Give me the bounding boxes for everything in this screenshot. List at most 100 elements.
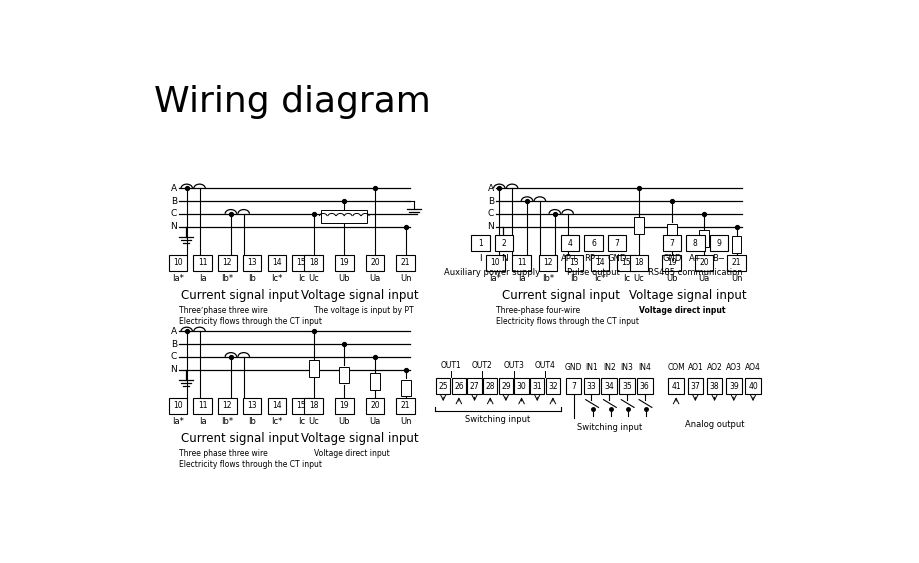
Bar: [607, 235, 626, 251]
Bar: [539, 254, 557, 271]
Text: OUT3: OUT3: [504, 361, 524, 370]
Bar: [699, 230, 709, 247]
Text: Ib: Ib: [248, 417, 256, 426]
Text: RS485 communication: RS485 communication: [648, 269, 743, 277]
Bar: [339, 367, 349, 383]
Bar: [396, 254, 414, 271]
Text: 36: 36: [640, 382, 650, 391]
Bar: [309, 360, 319, 377]
Text: IN4: IN4: [639, 363, 652, 372]
Text: 14: 14: [272, 401, 281, 410]
Bar: [483, 378, 497, 395]
Bar: [321, 211, 368, 224]
Bar: [401, 379, 411, 396]
Bar: [370, 373, 380, 390]
Text: Un: Un: [731, 274, 743, 283]
Text: Ub: Ub: [665, 274, 677, 283]
Text: C: C: [171, 352, 176, 361]
Bar: [666, 224, 676, 240]
Text: COM: COM: [667, 363, 685, 372]
Text: Current signal input: Current signal input: [502, 289, 620, 302]
Text: Voltage signal input: Voltage signal input: [301, 432, 418, 445]
Text: B: B: [171, 339, 176, 348]
Text: 21: 21: [401, 401, 411, 410]
Text: Pulse output: Pulse output: [567, 269, 619, 277]
Bar: [695, 254, 713, 271]
Text: RP+: RP+: [584, 254, 603, 263]
Text: 13: 13: [247, 401, 257, 410]
Text: N: N: [170, 222, 176, 231]
Text: Ia: Ia: [199, 417, 207, 426]
Text: 15: 15: [297, 258, 306, 267]
Text: Ic*: Ic*: [271, 274, 282, 283]
Text: Ub: Ub: [338, 274, 350, 283]
Text: 14: 14: [272, 258, 281, 267]
Text: AO4: AO4: [745, 363, 761, 372]
Text: 12: 12: [543, 258, 552, 267]
Bar: [709, 235, 728, 251]
Bar: [169, 397, 187, 414]
Text: Ic: Ic: [298, 417, 305, 426]
Bar: [486, 254, 505, 271]
Text: 25: 25: [438, 382, 448, 391]
Text: 30: 30: [516, 382, 527, 391]
Text: OUT4: OUT4: [535, 361, 555, 370]
Bar: [515, 378, 528, 395]
Bar: [193, 254, 212, 271]
Text: Uc: Uc: [308, 417, 319, 426]
Text: 7: 7: [571, 382, 576, 391]
Text: 28: 28: [485, 382, 495, 391]
Text: 20: 20: [699, 258, 709, 267]
Text: Ia*: Ia*: [172, 417, 184, 426]
Text: 21: 21: [732, 258, 742, 267]
Bar: [727, 254, 745, 271]
Text: Ua: Ua: [698, 274, 709, 283]
Text: 20: 20: [370, 258, 380, 267]
Text: Ia*: Ia*: [490, 274, 502, 283]
Bar: [745, 378, 761, 395]
Text: 7: 7: [669, 239, 675, 248]
Bar: [169, 254, 187, 271]
Text: 41: 41: [671, 382, 681, 391]
Text: Ic: Ic: [298, 274, 305, 283]
Bar: [732, 236, 742, 253]
Text: 19: 19: [667, 258, 676, 267]
Bar: [304, 397, 323, 414]
Bar: [452, 378, 466, 395]
Text: Analog output: Analog output: [685, 421, 744, 430]
Text: Un: Un: [400, 417, 412, 426]
Text: 9: 9: [717, 239, 721, 248]
Text: 29: 29: [501, 382, 511, 391]
Text: AO3: AO3: [726, 363, 742, 372]
Text: C: C: [487, 209, 494, 218]
Text: 31: 31: [532, 382, 542, 391]
Text: 14: 14: [596, 258, 605, 267]
Text: 2: 2: [502, 239, 506, 248]
Text: 35: 35: [622, 382, 632, 391]
Text: Uc: Uc: [308, 274, 319, 283]
Text: 39: 39: [729, 382, 739, 391]
Text: OUT2: OUT2: [472, 361, 493, 370]
Text: Auxiliary power supply: Auxiliary power supply: [444, 269, 540, 277]
Text: 32: 32: [548, 382, 558, 391]
Text: The voltage is input by PT: The voltage is input by PT: [313, 306, 414, 315]
Text: Ib*: Ib*: [221, 274, 233, 283]
Text: Three-phase four-wire
Electricity flows through the CT input: Three-phase four-wire Electricity flows …: [496, 306, 639, 325]
Text: 10: 10: [491, 258, 500, 267]
Bar: [304, 254, 323, 271]
Bar: [218, 254, 236, 271]
Bar: [566, 378, 582, 395]
Text: GND: GND: [663, 254, 682, 263]
Bar: [499, 378, 513, 395]
Bar: [591, 254, 609, 271]
Text: 6: 6: [591, 239, 596, 248]
Bar: [584, 235, 603, 251]
Bar: [619, 378, 635, 395]
Text: Voltage direct input: Voltage direct input: [313, 449, 390, 458]
Text: 11: 11: [198, 401, 208, 410]
Text: I: I: [480, 254, 482, 263]
Bar: [366, 397, 384, 414]
Text: Ic*: Ic*: [595, 274, 606, 283]
Bar: [663, 254, 681, 271]
Text: 10: 10: [173, 401, 183, 410]
